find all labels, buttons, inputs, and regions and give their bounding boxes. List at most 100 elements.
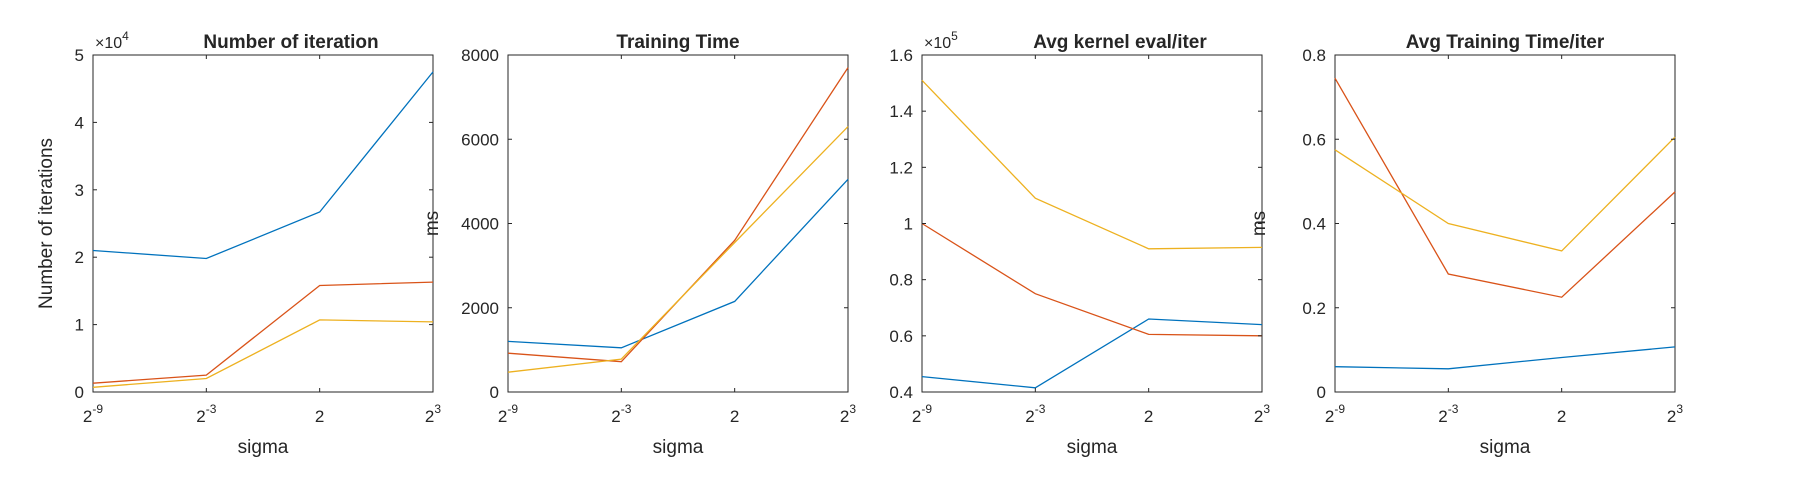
x-tick-exponent: -3 [1035, 402, 1046, 416]
y-tick-label: 6000 [461, 130, 499, 149]
chart-title: Training Time [616, 32, 739, 53]
series-line-1 [507, 178, 849, 349]
x-tick-base: 2 [1438, 407, 1447, 426]
x-tick-label: 2-3 [196, 402, 216, 426]
series-line-3 [1334, 136, 1676, 252]
y-tick-label: 5 [75, 46, 84, 65]
x-tick-label: 23 [1254, 402, 1270, 426]
x-tick-exponent: -3 [621, 402, 632, 416]
x-tick-label: 23 [1667, 402, 1683, 426]
y-tick-label: 0.8 [1302, 46, 1326, 65]
x-tick-base: 2 [730, 407, 739, 426]
plot-frame [92, 54, 434, 393]
x-tick-base: 2 [498, 407, 507, 426]
y-tick-label: 0 [1317, 383, 1326, 402]
x-tick-base: 2 [912, 407, 921, 426]
plot-frame [1334, 54, 1676, 393]
x-tick-label: 2-3 [1438, 402, 1458, 426]
chart-title: Number of iteration [203, 32, 378, 53]
x-tick-label: 2-9 [1325, 402, 1345, 426]
y-axis-label: Number of iterations [36, 138, 57, 309]
multiplier-exponent: 4 [122, 29, 129, 43]
x-tick-exponent: 3 [849, 402, 856, 416]
chart-title: Avg Training Time/iter [1406, 32, 1605, 53]
x-tick-base: 2 [1325, 407, 1334, 426]
series-line-2 [92, 281, 434, 384]
y-tick-label: 0 [75, 383, 84, 402]
x-tick-exponent: -9 [1334, 402, 1345, 416]
x-tick-base: 2 [315, 407, 324, 426]
y-tick-label: 3 [75, 181, 84, 200]
y-tick-label: 2000 [461, 299, 499, 318]
x-tick-label: 2-9 [83, 402, 103, 426]
x-tick-exponent: -3 [206, 402, 217, 416]
series-line-2 [921, 222, 1263, 337]
x-tick-exponent: 3 [1676, 402, 1683, 416]
x-tick-label: 2 [730, 407, 739, 426]
x-axis-label: sigma [1067, 437, 1118, 458]
y-tick-label: 4000 [461, 215, 499, 234]
x-axis-label: sigma [1480, 437, 1531, 458]
x-tick-base: 2 [1144, 407, 1153, 426]
series-line-3 [92, 319, 434, 388]
x-axis-label: sigma [238, 437, 289, 458]
x-tick-label: 2-9 [498, 402, 518, 426]
x-tick-exponent: -9 [507, 402, 518, 416]
x-tick-exponent: -9 [92, 402, 103, 416]
multiplier-exponent: 5 [951, 29, 958, 43]
y-tick-label: 1.6 [889, 46, 913, 65]
series-line-3 [921, 79, 1263, 250]
series-line-2 [507, 67, 849, 363]
x-tick-label: 23 [840, 402, 856, 426]
x-tick-exponent: 3 [434, 402, 441, 416]
x-tick-base: 2 [1667, 407, 1676, 426]
y-tick-label: 1.2 [889, 158, 913, 177]
multiplier-prefix: ×10 [95, 35, 122, 52]
axis-multiplier: ×104 [95, 29, 129, 52]
x-tick-base: 2 [425, 407, 434, 426]
series-line-1 [92, 71, 434, 260]
plot-frame [507, 54, 849, 393]
y-tick-label: 0.6 [1302, 130, 1326, 149]
y-tick-label: 1.4 [889, 102, 913, 121]
series-line-2 [1334, 77, 1676, 298]
x-tick-base: 2 [840, 407, 849, 426]
x-axis-label: sigma [653, 437, 704, 458]
x-tick-label: 2-3 [1025, 402, 1045, 426]
y-tick-label: 0.8 [889, 271, 913, 290]
x-tick-base: 2 [196, 407, 205, 426]
x-tick-label: 2-3 [611, 402, 631, 426]
y-tick-label: 0.6 [889, 327, 913, 346]
y-tick-label: 1 [75, 316, 84, 335]
series-line-3 [507, 126, 849, 373]
y-tick-label: 0.4 [889, 383, 913, 402]
y-tick-label: 2 [75, 248, 84, 267]
x-tick-base: 2 [611, 407, 620, 426]
chart-title: Avg kernel eval/iter [1033, 32, 1207, 53]
x-tick-base: 2 [83, 407, 92, 426]
y-tick-label: 0 [490, 383, 499, 402]
x-tick-exponent: 3 [1263, 402, 1270, 416]
y-tick-label: 8000 [461, 46, 499, 65]
y-tick-label: 4 [75, 113, 84, 132]
x-tick-label: 2 [1557, 407, 1566, 426]
axis-multiplier: ×105 [924, 29, 958, 52]
series-line-1 [921, 318, 1263, 389]
x-tick-base: 2 [1254, 407, 1263, 426]
y-axis-label: ms [1249, 211, 1270, 236]
series-line-1 [1334, 346, 1676, 370]
y-tick-label: 1 [904, 215, 913, 234]
x-tick-exponent: -9 [921, 402, 932, 416]
y-axis-label: ms [422, 211, 443, 236]
y-tick-label: 0.4 [1302, 215, 1326, 234]
x-tick-label: 2 [315, 407, 324, 426]
x-tick-base: 2 [1557, 407, 1566, 426]
x-tick-label: 2-9 [912, 402, 932, 426]
multiplier-prefix: ×10 [924, 35, 951, 52]
